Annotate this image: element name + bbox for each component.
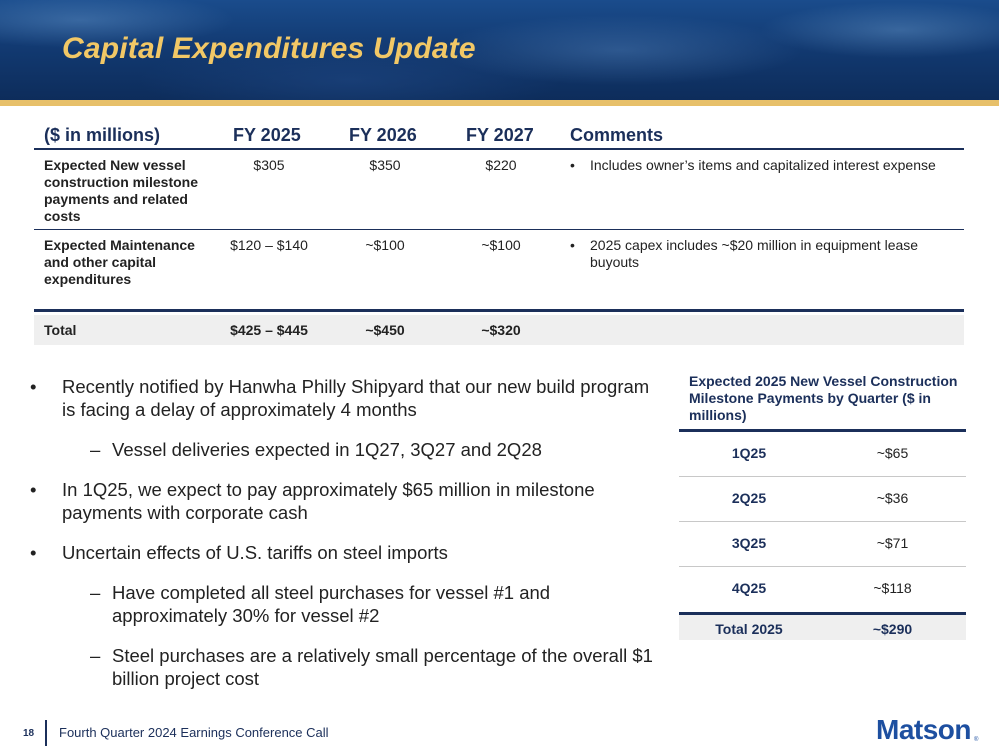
comment-text: Includes owner’s items and capitalized i… (590, 157, 936, 173)
quarter-value: ~$36 (876, 490, 909, 506)
matson-logo: Matson (876, 714, 972, 745)
bullet-text: Steel purchases are a relatively small p… (112, 645, 653, 689)
capex-table-header: ($ in millions) FY 2025 FY 2026 FY 2027 … (34, 120, 964, 150)
bullet-text: Have completed all steel purchases for v… (112, 582, 551, 626)
capex-table: ($ in millions) FY 2025 FY 2026 FY 2027 … (34, 120, 964, 345)
list-item: • In 1Q25, we expect to pay approximatel… (30, 478, 660, 524)
cell-fy2025: $305 (253, 157, 285, 173)
list-subitem: – Steel purchases are a relatively small… (30, 644, 660, 690)
bullet-glyph: • (570, 157, 575, 173)
milestone-total-row: Total 2025 ~$290 (679, 612, 966, 640)
cell-fy2027: $220 (485, 157, 517, 173)
bullet-list: • Recently notified by Hanwha Philly Shi… (30, 375, 660, 690)
comment-text: 2025 capex includes ~$20 million in equi… (590, 237, 919, 270)
bullet-text: Uncertain effects of U.S. tariffs on ste… (62, 542, 448, 563)
cell-comment: • 2025 capex includes ~$20 million in eq… (570, 237, 960, 271)
quarter-label: 2Q25 (731, 490, 767, 506)
table-row: 2Q25 ~$36 (679, 477, 966, 522)
dash-glyph: – (90, 645, 101, 666)
bullet-text: Vessel deliveries expected in 1Q27, 3Q27… (112, 439, 542, 460)
quarter-label: 3Q25 (731, 535, 767, 551)
header-gold-rule (0, 100, 999, 106)
table-row: Expected New vessel construction milesto… (34, 150, 964, 230)
col-header-comments: Comments (570, 125, 664, 145)
total-fy2026: ~$450 (365, 322, 405, 338)
table-row: 1Q25 ~$65 (679, 432, 966, 477)
bullet-glyph: • (30, 479, 37, 500)
cell-fy2027: ~$100 (481, 237, 521, 253)
bullet-glyph: • (30, 376, 37, 397)
footer-divider (45, 720, 47, 746)
dash-glyph: – (90, 439, 101, 460)
total-fy2025: $425 – $445 (230, 322, 308, 338)
bullet-text: In 1Q25, we expect to pay approximately … (62, 479, 595, 523)
bullet-text: Recently notified by Hanwha Philly Shipy… (62, 376, 650, 420)
row-label: Expected Maintenance and other capital e… (44, 237, 195, 287)
col-header-fy2026: FY 2026 (349, 125, 417, 145)
total-fy2027: ~$320 (481, 322, 521, 338)
registered-mark: ® (974, 737, 979, 743)
quarter-value: ~$65 (876, 445, 909, 461)
quarter-label: 4Q25 (731, 580, 767, 596)
cell-comment: • Includes owner’s items and capitalized… (570, 157, 960, 174)
milestone-table-rule (679, 429, 966, 432)
total-value: ~$290 (872, 621, 913, 637)
col-header-fy2025: FY 2025 (233, 125, 301, 145)
total-label: Total 2025 (715, 621, 783, 637)
row-label: Expected New vessel construction milesto… (44, 157, 199, 224)
footer-text: Fourth Quarter 2024 Earnings Conference … (59, 725, 329, 740)
total-label: Total (44, 322, 77, 338)
cell-fy2026: $350 (369, 157, 401, 173)
bullet-glyph: • (30, 542, 37, 563)
cell-fy2025: $120 – $140 (230, 237, 308, 253)
col-header-units: ($ in millions) (44, 125, 161, 145)
quarter-value: ~$118 (873, 580, 912, 596)
dash-glyph: – (90, 582, 101, 603)
bullet-glyph: • (570, 237, 575, 253)
milestone-table-title: Expected 2025 New Vessel Construction Mi… (689, 373, 958, 423)
header-banner (0, 0, 999, 102)
table-row: 3Q25 ~$71 (679, 522, 966, 567)
quarter-label: 1Q25 (731, 445, 767, 461)
list-item: • Uncertain effects of U.S. tariffs on s… (30, 541, 660, 564)
list-subitem: – Vessel deliveries expected in 1Q27, 3Q… (30, 438, 660, 461)
quarter-value: ~$71 (876, 535, 909, 551)
milestone-table: Expected 2025 New Vessel Construction Mi… (679, 373, 966, 640)
list-item: • Recently notified by Hanwha Philly Shi… (30, 375, 660, 421)
table-total-row: Total $425 – $445 ~$450 ~$320 (34, 315, 964, 345)
slide-title: Capital Expenditures Update (62, 32, 476, 65)
table-row: Expected Maintenance and other capital e… (34, 230, 964, 312)
table-row: 4Q25 ~$118 (679, 567, 966, 612)
page-number: 18 (23, 728, 35, 739)
list-subitem: – Have completed all steel purchases for… (30, 581, 660, 627)
col-header-fy2027: FY 2027 (466, 125, 534, 145)
cell-fy2026: ~$100 (365, 237, 405, 253)
